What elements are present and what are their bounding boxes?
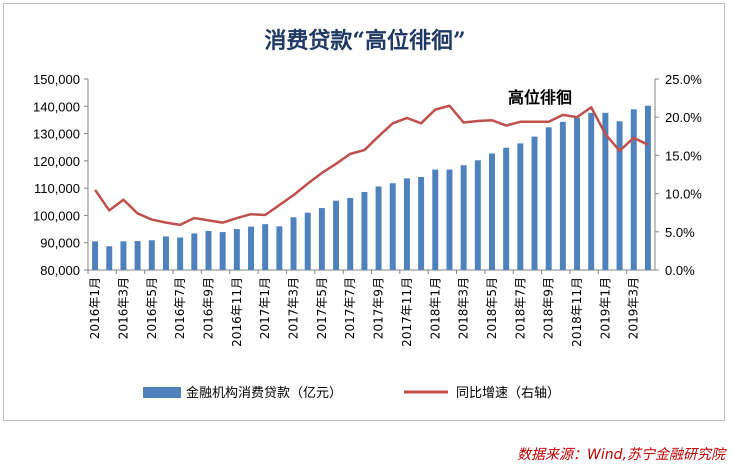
chart-annotation: 高位徘徊 xyxy=(508,88,572,107)
x-tick-label: 2018年9月 xyxy=(542,277,556,339)
right-axis: 0.0% 5.0% 10.0% 15.0% 20.0% 25.0% xyxy=(655,72,702,278)
bar xyxy=(489,153,495,270)
right-tick-label: 20.0% xyxy=(665,110,702,125)
x-tick-label: 2017年3月 xyxy=(287,277,301,339)
left-tick-label: 140,000 xyxy=(33,99,80,114)
x-tick-label: 2018年5月 xyxy=(485,277,499,339)
right-tick-label: 10.0% xyxy=(665,187,702,202)
bar xyxy=(205,230,212,270)
bar xyxy=(162,236,169,270)
left-tick-label: 130,000 xyxy=(33,127,80,142)
x-tick-label: 2017年7月 xyxy=(343,277,357,339)
growth-line xyxy=(94,104,649,227)
bar xyxy=(389,183,396,270)
bar xyxy=(403,178,410,270)
legend-line-label: 同比增速（右轴） xyxy=(456,386,560,401)
bar xyxy=(503,147,510,270)
left-tick-label: 120,000 xyxy=(33,154,80,169)
x-tick-label: 2019年3月 xyxy=(627,277,641,339)
bar xyxy=(432,169,439,270)
x-tick-label: 2018年3月 xyxy=(457,277,471,339)
bar xyxy=(616,121,623,270)
bar xyxy=(545,127,552,270)
right-tick-label: 0.0% xyxy=(665,263,695,278)
left-axis: 80,000 90,000 100,000 110,000 120,000 130,000… xyxy=(33,72,88,278)
bar xyxy=(233,229,240,270)
bar xyxy=(446,169,453,270)
bar xyxy=(418,176,425,270)
x-tick-label: 2016年1月 xyxy=(88,277,102,339)
right-tick-label: 25.0% xyxy=(665,72,702,87)
bar xyxy=(333,200,340,270)
bar xyxy=(517,143,524,270)
chart-frame: 消费贷款“高位徘徊” 80,000 90,000 100,000 110,000 120… xyxy=(3,3,725,421)
left-tick-label: 100,000 xyxy=(33,208,80,223)
x-tick-label: 2016年7月 xyxy=(173,277,187,339)
left-tick-label: 90,000 xyxy=(40,236,80,251)
x-tick-label: 2018年11月 xyxy=(570,277,584,347)
left-tick-label: 110,000 xyxy=(34,181,80,196)
bar xyxy=(92,241,99,270)
bar xyxy=(559,121,566,270)
bar-series xyxy=(92,105,651,271)
combo-chart: 消费贷款“高位徘徊” 80,000 90,000 100,000 110,000 120… xyxy=(33,28,702,401)
bar xyxy=(134,241,141,270)
bar xyxy=(290,217,297,270)
x-tick-label: 2017年5月 xyxy=(315,277,329,339)
bar xyxy=(304,212,311,270)
bar xyxy=(177,237,184,270)
bar xyxy=(148,240,155,270)
x-tick-label: 2016年3月 xyxy=(116,277,130,339)
bar xyxy=(262,224,269,270)
right-tick-label: 5.0% xyxy=(665,225,695,240)
left-tick-label: 80,000 xyxy=(40,263,80,278)
line-series xyxy=(94,104,649,227)
bar xyxy=(588,112,595,270)
x-axis: 2016年1月 2016年3月 2016年5月 2016年7月 2016年9月 2016年… xyxy=(87,270,641,347)
bar xyxy=(318,208,325,270)
bar xyxy=(347,197,354,270)
bar xyxy=(219,232,226,270)
bar xyxy=(474,160,481,270)
bar xyxy=(248,226,254,270)
x-tick-label: 2016年9月 xyxy=(201,277,215,339)
x-tick-label: 2016年5月 xyxy=(145,277,159,339)
bar xyxy=(120,241,127,270)
bar xyxy=(531,136,538,270)
plot-area xyxy=(87,79,656,271)
bar xyxy=(644,105,651,271)
right-tick-label: 15.0% xyxy=(665,148,702,163)
legend-bar-swatch xyxy=(143,387,181,398)
x-tick-label: 2017年1月 xyxy=(258,277,272,339)
x-tick-label: 2019年1月 xyxy=(598,277,612,339)
bar xyxy=(276,226,283,270)
bar xyxy=(602,112,609,270)
chart-title: 消费贷款“高位徘徊” xyxy=(264,28,465,54)
bar xyxy=(630,109,637,270)
legend-bar-label: 金融机构消费贷款（亿元） xyxy=(186,385,342,401)
bar xyxy=(574,117,581,270)
data-source: 数据来源：Wind,苏宁金融研究院 xyxy=(517,447,725,463)
x-tick-label: 2017年11月 xyxy=(400,277,414,347)
bar xyxy=(106,246,113,270)
bar xyxy=(361,191,368,270)
legend: 金融机构消费贷款（亿元） 同比增速（右轴） xyxy=(143,385,560,401)
x-tick-label: 2018年1月 xyxy=(428,277,442,339)
left-tick-label: 150,000 xyxy=(33,72,80,87)
bar xyxy=(375,186,382,270)
x-tick-label: 2018年7月 xyxy=(513,277,527,339)
x-tick-label: 2016年11月 xyxy=(230,277,244,347)
bar xyxy=(460,165,467,270)
bar xyxy=(191,233,198,270)
x-tick-label: 2017年9月 xyxy=(372,277,386,339)
